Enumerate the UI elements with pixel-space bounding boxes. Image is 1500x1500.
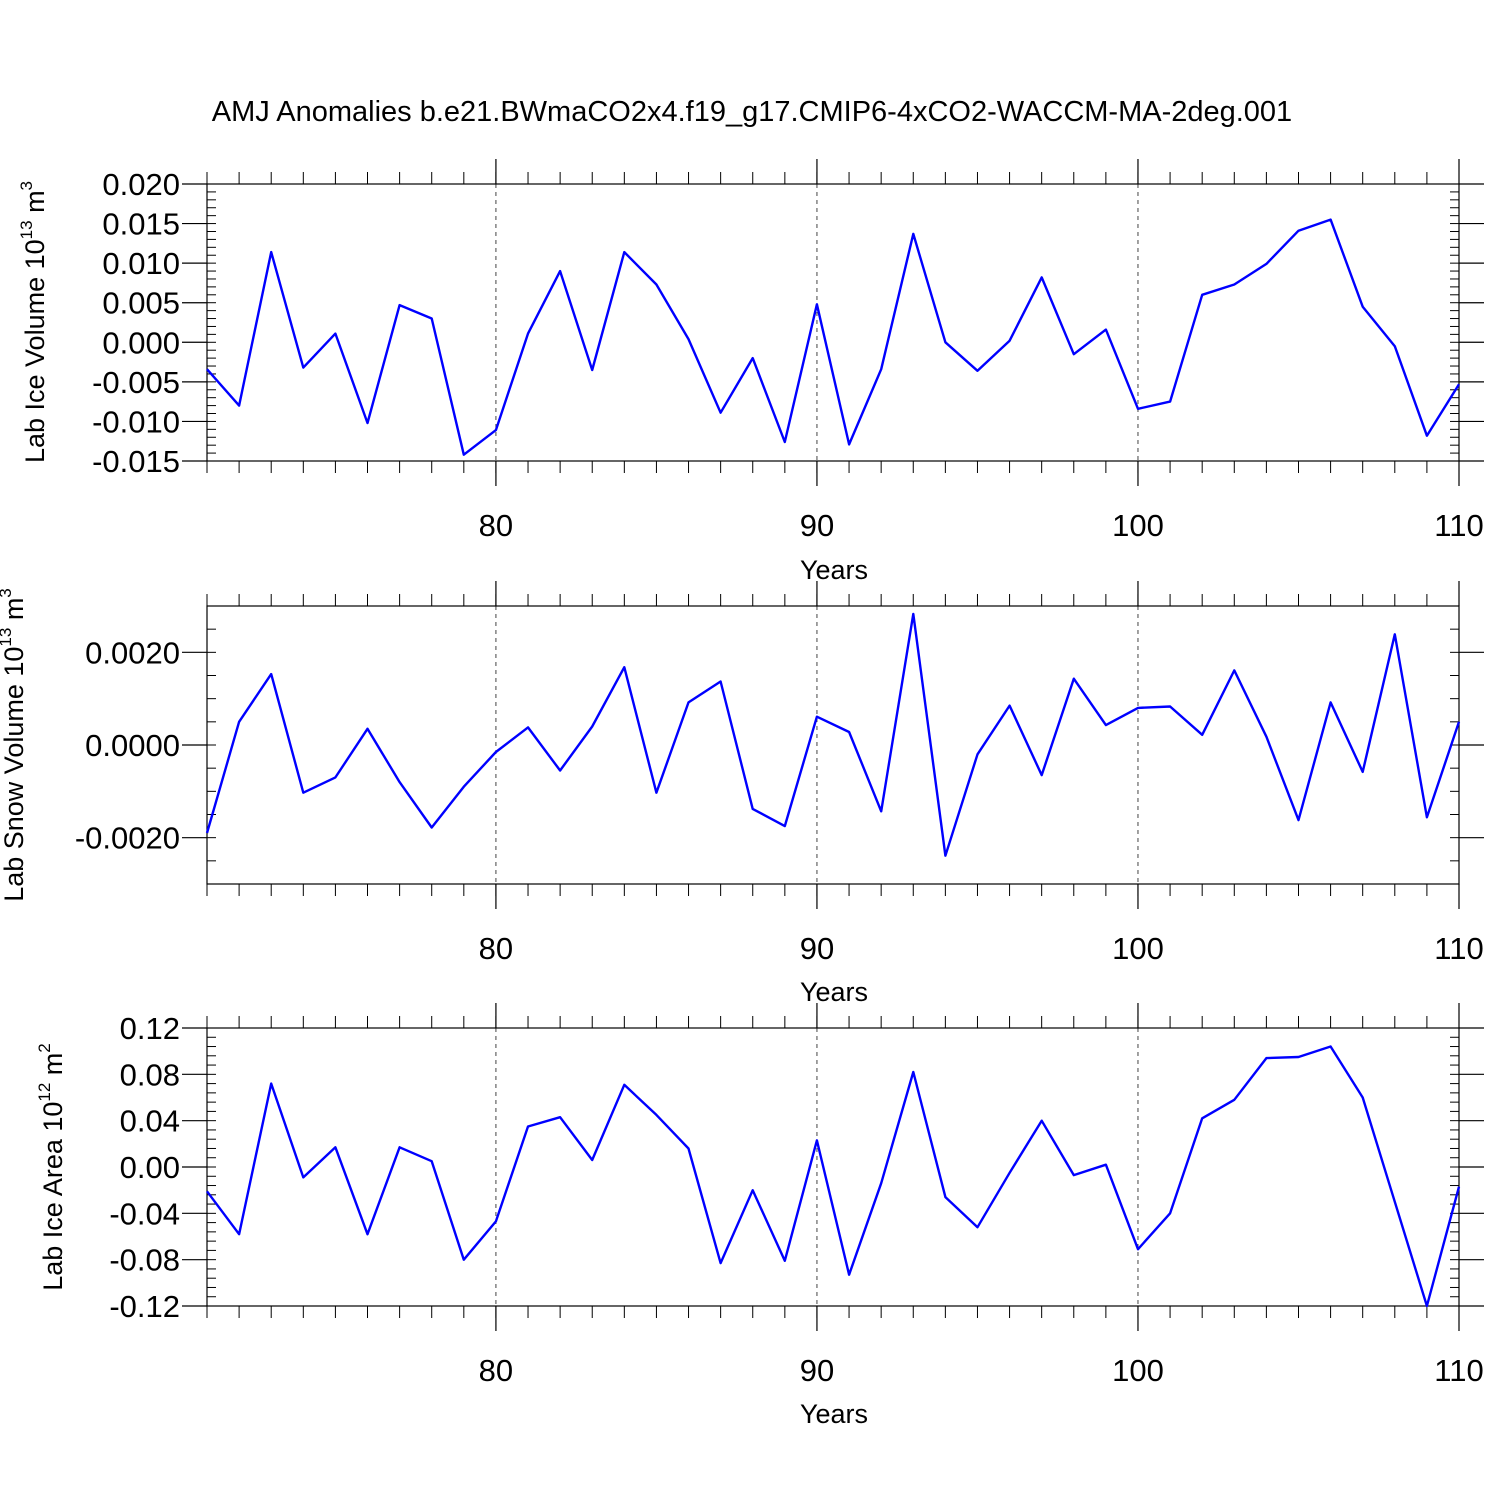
chart-panel-3: -0.12 -0.08 -0.04 0.00 0.04 0.08 0.12 80 90 100 11… xyxy=(35,1003,1484,1429)
y-axis-title-exponent: 13 xyxy=(0,628,15,647)
y-tick-label: 0.020 xyxy=(102,167,180,202)
y-axis-title-unit: m xyxy=(20,190,50,220)
x-tick-label: 80 xyxy=(479,931,513,966)
x-tick-label: 110 xyxy=(1434,1353,1483,1388)
y-tick-label: -0.0020 xyxy=(75,821,180,856)
plot-frame xyxy=(206,605,1460,885)
y-axis-title-text: Lab Snow Volume 10 xyxy=(0,647,29,902)
y-axis-title-unit-exponent: 3 xyxy=(0,588,15,597)
plot-frame xyxy=(206,1027,1460,1307)
x-axis-title: Years xyxy=(800,555,868,585)
y-axis-title-exponent: 13 xyxy=(17,220,36,239)
y-tick-label: -0.08 xyxy=(109,1243,180,1278)
chart-panel-1: -0.015 -0.010 -0.005 0.000 0.005 0.010 0.015 0.… xyxy=(17,159,1484,585)
y-axis-title-exponent: 12 xyxy=(35,1083,54,1102)
y-tick-label: -0.005 xyxy=(92,365,180,400)
x-tick-label: 110 xyxy=(1434,508,1483,543)
chart-panel-2: -0.0020 0.0000 0.0020 80 90 100 110 Years Lab Sn… xyxy=(0,581,1484,1007)
x-tick-label: 110 xyxy=(1434,931,1483,966)
x-tick-label: 100 xyxy=(1112,931,1164,966)
y-tick-label: 0.04 xyxy=(120,1104,180,1139)
x-tick-label: 100 xyxy=(1112,1353,1164,1388)
y-axis-title: Lab Ice Area 1012 m2 xyxy=(35,1043,68,1291)
y-axis-title-unit-exponent: 3 xyxy=(17,181,36,190)
series-line xyxy=(206,218,1461,456)
y-tick-label: 0.000 xyxy=(102,325,180,360)
series-line xyxy=(206,1045,1461,1308)
x-tick-label: 100 xyxy=(1112,508,1164,543)
y-axis-title-unit: m xyxy=(0,598,29,628)
y-tick-label: 0.005 xyxy=(102,286,180,321)
y-axis-title-unit-exponent: 2 xyxy=(35,1043,54,1052)
x-tick-label: 80 xyxy=(479,508,513,543)
y-tick-label: 0.010 xyxy=(102,246,180,281)
figure-title: AMJ Anomalies b.e21.BWmaCO2x4.f19_g17.CM… xyxy=(212,96,1292,128)
x-axis-title: Years xyxy=(800,977,868,1007)
y-axis-title-text: Lab Ice Volume 10 xyxy=(20,239,50,463)
x-tick-label: 90 xyxy=(800,508,834,543)
x-tick-label: 80 xyxy=(479,1353,513,1388)
y-axis-title: Lab Snow Volume 1013 m3 xyxy=(0,588,29,902)
y-axis-title: Lab Ice Volume 1013 m3 xyxy=(17,181,50,463)
y-tick-label: 0.0020 xyxy=(85,635,180,670)
y-axis-title-unit: m xyxy=(38,1053,68,1083)
y-axis-title-text: Lab Ice Area 10 xyxy=(38,1102,68,1291)
y-tick-label: 0.0000 xyxy=(85,728,180,763)
x-tick-label: 90 xyxy=(800,931,834,966)
plot-frame xyxy=(206,183,1460,462)
y-tick-label: -0.010 xyxy=(92,404,180,439)
y-tick-label: -0.12 xyxy=(109,1289,180,1324)
y-tick-label: -0.015 xyxy=(92,444,180,479)
x-tick-label: 90 xyxy=(800,1353,834,1388)
y-tick-label: 0.015 xyxy=(102,207,180,242)
y-tick-label: 0.00 xyxy=(120,1150,180,1185)
series-line xyxy=(205,612,1461,857)
y-tick-label: 0.08 xyxy=(120,1057,180,1092)
y-tick-label: 0.12 xyxy=(120,1011,180,1046)
panels: -0.015 -0.010 -0.005 0.000 0.005 0.010 0.015 0.… xyxy=(0,159,1484,1429)
x-axis-title: Years xyxy=(800,1399,868,1429)
y-tick-label: -0.04 xyxy=(109,1196,180,1231)
